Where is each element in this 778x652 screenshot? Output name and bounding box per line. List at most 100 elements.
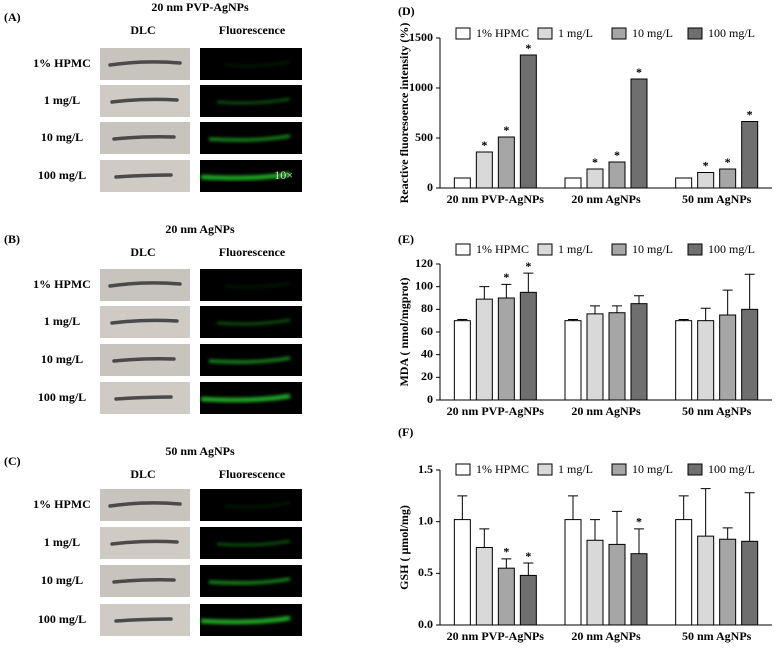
significance-mark: * (636, 515, 642, 529)
bar (630, 553, 648, 626)
error-bar (501, 558, 512, 569)
significance-mark: * (592, 155, 598, 169)
fluorescence-image (200, 85, 302, 117)
bar (519, 574, 537, 626)
significance-mark: * (636, 65, 642, 79)
legend-swatch (611, 27, 627, 40)
y-tick-label: 0.5 (418, 565, 433, 579)
fluorescence-signal (224, 502, 291, 508)
row-label: 1% HPMC (33, 56, 91, 70)
bar (741, 308, 759, 401)
legend-swatch (687, 27, 703, 40)
fluorescence-image (200, 48, 302, 80)
fluorescence-signal (216, 318, 291, 326)
row-label: 100 mg/L (38, 390, 86, 404)
error-bar (590, 519, 600, 541)
x-tick-label: 20 nm AgNPs (571, 404, 641, 418)
bar (564, 177, 582, 189)
row-label: 100 mg/L (38, 612, 86, 626)
bar (475, 298, 493, 401)
fluorescence-image (200, 527, 302, 559)
significance-mark: * (747, 107, 753, 121)
legend-label: 1% HPMC (476, 242, 529, 256)
bar (719, 538, 737, 626)
legend-label: 100 mg/L (708, 26, 755, 40)
bar (697, 172, 715, 189)
panel-label: (E) (398, 232, 414, 246)
y-tick-label: 1.0 (418, 513, 433, 527)
fluorescence-signal (216, 539, 291, 547)
legend-label: 10 mg/L (632, 26, 673, 40)
error-bar (479, 286, 490, 300)
bar (675, 320, 693, 401)
worm (114, 617, 173, 623)
bar (697, 535, 715, 626)
x-tick-label: 20 nm AgNPs (571, 629, 641, 643)
legend-swatch (537, 27, 553, 40)
x-tick-label: 50 nm AgNPs (682, 629, 752, 643)
error-bar (457, 495, 468, 520)
legend-swatch (455, 463, 471, 476)
worm (112, 135, 176, 141)
error-bar (678, 319, 689, 321)
significance-mark: * (503, 123, 509, 137)
error-bar (568, 319, 578, 321)
error-bar (700, 488, 711, 537)
bar (453, 320, 471, 401)
bar (564, 320, 582, 401)
y-tick-label: 0.0 (418, 617, 433, 631)
legend-swatch (611, 463, 627, 476)
significance-mark: * (703, 158, 709, 172)
error-bar (634, 295, 644, 304)
error-bar (590, 305, 600, 314)
legend-swatch (687, 463, 703, 476)
fluorescence-signal (224, 282, 291, 288)
row-label: 100 mg/L (38, 168, 86, 182)
bar (697, 320, 715, 401)
column-header: DLC (130, 467, 155, 481)
x-tick-label: 20 nm PVP-AgNPs (447, 404, 545, 418)
error-bar (678, 495, 689, 520)
worm (110, 539, 179, 546)
y-tick-label: 1500 (409, 30, 433, 44)
significance-mark: * (725, 155, 731, 169)
legend-label: 1% HPMC (476, 462, 529, 476)
bar (475, 547, 493, 626)
bar (453, 177, 471, 189)
bar (586, 313, 604, 401)
worm (108, 281, 182, 288)
bar (675, 519, 693, 626)
error-bar (523, 562, 534, 576)
y-axis-label: MDA ( nmol/mgprot) (397, 277, 411, 386)
worm (112, 357, 176, 363)
column-header: Fluorescence (219, 467, 286, 481)
panel-label: (F) (398, 425, 413, 439)
bar (586, 168, 604, 189)
significance-mark: * (525, 259, 531, 273)
legend-label: 10 mg/L (632, 242, 673, 256)
worm (114, 173, 173, 179)
panel-title: 20 nm PVP-AgNPs (151, 0, 249, 14)
fluorescence-image (200, 269, 302, 301)
error-bar (700, 307, 711, 321)
error-bar (612, 510, 622, 545)
error-bar (568, 495, 578, 520)
legend-swatch (611, 243, 627, 256)
bar (497, 136, 515, 189)
significance-mark: * (503, 270, 509, 284)
bar (608, 543, 626, 626)
error-bar (479, 528, 490, 548)
row-label: 1% HPMC (33, 497, 91, 511)
fluorescence-image (200, 489, 302, 521)
significance-mark: * (525, 41, 531, 55)
row-label: 10 mg/L (41, 573, 83, 587)
significance-mark: * (481, 138, 487, 152)
worm (112, 578, 176, 584)
error-bar (722, 289, 733, 315)
y-tick-label: 40 (421, 346, 433, 360)
y-tick-label: 1000 (409, 80, 433, 94)
y-tick-label: 120 (415, 256, 433, 270)
error-bar (457, 319, 468, 321)
legend-swatch (455, 27, 471, 40)
legend-label: 1% HPMC (476, 26, 529, 40)
